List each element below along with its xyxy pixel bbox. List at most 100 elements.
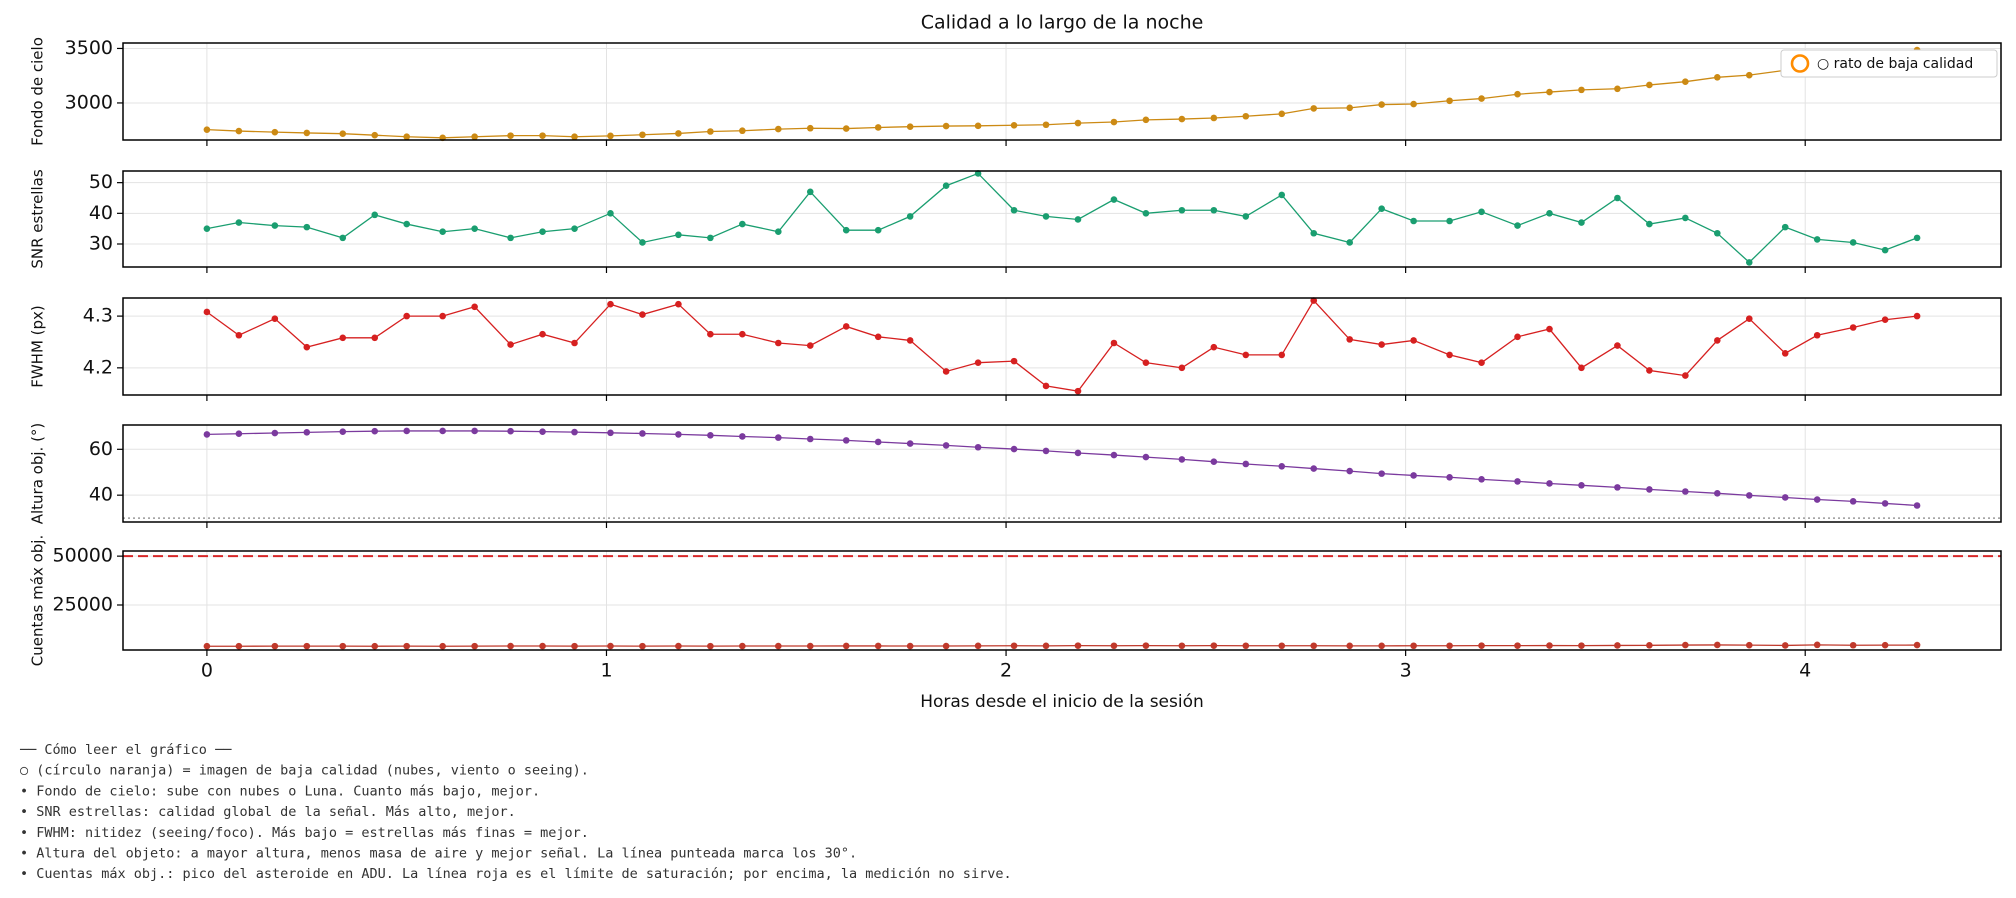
data-point [1346,104,1353,112]
data-point [775,339,782,347]
data-point [974,443,982,451]
data-point [1042,121,1050,129]
data-point [1881,316,1889,324]
data-point [675,431,682,438]
data-point [1178,115,1186,123]
data-point [539,330,546,338]
data-point [707,128,714,135]
data-point [571,339,578,347]
data-point [1614,85,1621,93]
data-point [806,188,814,196]
data-point [1074,449,1082,457]
data-point [235,642,243,650]
data-point [1278,191,1286,199]
data-point [1210,642,1218,649]
data-point [271,429,279,437]
data-point [639,642,646,650]
data-point [1546,88,1553,96]
data-point [339,428,347,435]
note-line: • Fondo de cielo: sube con nubes o Luna.… [20,783,540,799]
data-point [1042,213,1050,220]
data-point [1010,121,1018,129]
data-line [206,49,1918,139]
data-point [607,642,614,650]
data-point [739,433,746,440]
data-point [1682,641,1689,649]
data-point [874,438,882,446]
data-point [439,427,446,435]
data-point [675,231,682,239]
data-point [403,427,410,435]
data-point [1110,118,1118,126]
x-tick-label: 4 [1799,660,1811,682]
data-point [1010,642,1018,650]
data-point [942,182,950,190]
data-point [1478,208,1485,216]
data-point [1682,214,1689,222]
data-point [1849,239,1857,246]
data-point [1042,382,1050,390]
data-point [607,210,614,217]
data-point [1614,342,1621,349]
data-point [1813,236,1821,243]
data-point [1178,206,1186,214]
data-point [1446,351,1453,359]
data-point [675,130,682,137]
data-point [1614,484,1621,491]
data-point [339,642,347,650]
y-axis-label: Fondo de cielo [29,37,47,146]
data-point [1278,110,1286,118]
data-point [906,123,914,131]
data-point [235,331,243,339]
data-point [1745,71,1753,79]
data-point [1378,205,1385,213]
data-point [1578,86,1585,94]
data-point [1178,642,1186,650]
data-point [1310,642,1318,650]
data-point [471,225,478,232]
data-point [1110,642,1118,650]
data-point [203,431,211,438]
data-point [942,642,950,650]
axes-frame [122,550,2002,651]
data-point [1378,101,1385,108]
data-point [235,430,243,438]
data-point [842,125,850,132]
data-point [739,642,746,650]
data-point [842,642,850,650]
axes-frame [122,297,2002,396]
data-point [1478,476,1485,483]
data-point [439,642,446,650]
data-point [1378,341,1385,348]
data-point [1714,641,1721,649]
data-point [1010,445,1018,453]
data-point [1410,100,1417,108]
data-point [1781,494,1789,501]
data-point [1310,229,1318,237]
data-point [1074,216,1082,223]
data-point [906,440,914,447]
data-point [1546,325,1553,333]
data-point [507,341,514,348]
data-point [1781,642,1789,649]
data-point [1242,642,1250,650]
data-line [206,299,1918,392]
data-point [471,133,478,141]
data-point [271,128,279,136]
data-point [303,343,311,351]
data-point [571,642,578,650]
data-point [303,429,311,436]
data-point [1745,315,1753,322]
data-point [1781,223,1789,231]
data-point [1913,502,1921,509]
data-point [974,122,982,130]
data-point [439,312,446,320]
data-point [1478,642,1485,649]
legend-box [1780,49,1998,78]
data-point [607,132,614,140]
data-point [507,427,514,435]
data-point [1578,482,1585,489]
data-point [739,220,746,228]
data-point [1714,74,1721,81]
data-point [1682,488,1689,495]
